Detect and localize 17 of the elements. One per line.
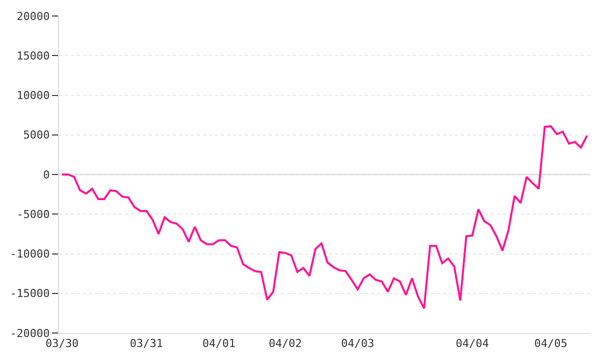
y-tick-label: 10000 [16,89,50,102]
y-tick-label: 15000 [16,49,50,62]
y-tick-label: 0 [43,168,50,182]
x-tick-label: 04/03 [341,337,374,350]
y-tick-label: -15000 [10,287,50,300]
y-tick-label: -5000 [16,208,50,221]
y-tick-label: -20000 [10,326,50,340]
line-series [61,125,588,310]
y-tick-label: -10000 [10,248,50,261]
x-tick-label: 04/02 [268,337,302,350]
x-tick-label: 03/31 [130,337,164,350]
y-tick-label: 5000 [23,128,50,142]
x-tick-label: 04/01 [202,337,236,350]
x-tick-label: 04/05 [534,337,568,350]
x-tick-label: 03/30 [45,337,79,350]
x-tick-label: 04/04 [456,337,490,350]
y-tick-label: 20000 [16,10,50,23]
